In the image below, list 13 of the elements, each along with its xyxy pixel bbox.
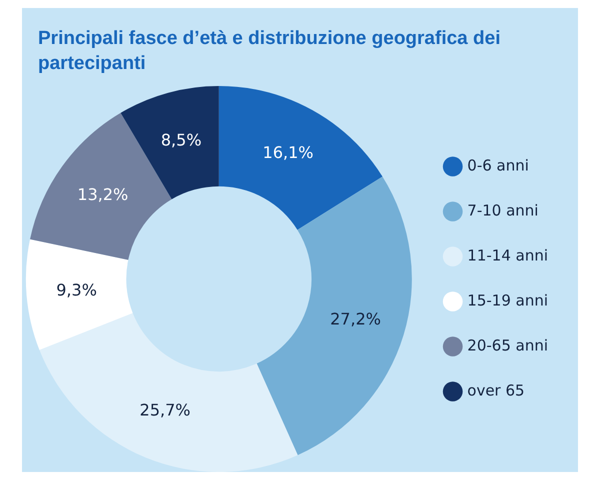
data-label: 16,1%	[262, 143, 314, 162]
data-label: 27,2%	[330, 310, 381, 329]
legend-label: 7-10 anni	[467, 201, 538, 220]
data-label: 25,7%	[140, 400, 190, 420]
data-label: 8,5%	[160, 130, 202, 150]
legend-label: over 65	[467, 381, 525, 400]
legend-label: 20-65 anni	[467, 336, 548, 354]
data-label: 13,2%	[77, 184, 128, 204]
legend-label: 11-14 anni	[467, 246, 548, 264]
data-label: 9,3%	[56, 280, 97, 300]
chart-title: Principali fasce d’età e distribuzione geografica dei partecipanti	[38, 27, 502, 76]
legend-label: 15-19 anni	[467, 291, 548, 310]
legend-label: 0-6 anni	[467, 156, 529, 174]
